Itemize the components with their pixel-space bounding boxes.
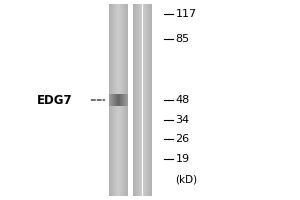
- Text: 26: 26: [176, 134, 190, 144]
- Bar: [142, 4, 143, 196]
- Text: EDG7: EDG7: [36, 94, 72, 106]
- Bar: [141, 4, 142, 196]
- Bar: [116, 94, 117, 106]
- Bar: [137, 4, 138, 196]
- Text: 48: 48: [176, 95, 190, 105]
- Bar: [145, 4, 146, 196]
- Bar: [117, 94, 118, 106]
- Bar: [120, 94, 121, 106]
- Bar: [116, 4, 117, 196]
- Bar: [113, 94, 114, 106]
- Bar: [143, 4, 144, 196]
- Bar: [150, 4, 151, 196]
- Bar: [135, 4, 136, 196]
- Bar: [136, 4, 137, 196]
- Bar: [112, 94, 113, 106]
- Bar: [115, 94, 116, 106]
- Bar: [113, 4, 114, 196]
- Bar: [149, 4, 150, 196]
- Bar: [123, 4, 124, 196]
- Bar: [133, 4, 134, 196]
- Bar: [127, 94, 128, 106]
- Bar: [126, 4, 127, 196]
- Bar: [146, 4, 147, 196]
- Bar: [126, 94, 127, 106]
- Bar: [111, 94, 112, 106]
- Bar: [112, 4, 113, 196]
- Bar: [127, 4, 128, 196]
- Bar: [121, 4, 122, 196]
- Bar: [144, 4, 145, 196]
- Bar: [110, 4, 111, 196]
- Bar: [114, 94, 115, 106]
- Text: 34: 34: [176, 115, 190, 125]
- Bar: [124, 4, 125, 196]
- Bar: [148, 4, 149, 196]
- Bar: [134, 4, 135, 196]
- Bar: [119, 4, 120, 196]
- Bar: [125, 94, 126, 106]
- Bar: [122, 4, 123, 196]
- Bar: [123, 94, 124, 106]
- Bar: [111, 4, 112, 196]
- Text: 19: 19: [176, 154, 190, 164]
- Bar: [125, 4, 126, 196]
- Bar: [117, 4, 118, 196]
- Bar: [109, 4, 110, 196]
- Text: (kD): (kD): [176, 174, 198, 184]
- Bar: [110, 94, 111, 106]
- Bar: [121, 94, 122, 106]
- Text: 85: 85: [176, 34, 190, 44]
- Bar: [122, 94, 123, 106]
- Bar: [118, 94, 119, 106]
- Bar: [147, 4, 148, 196]
- Bar: [119, 94, 120, 106]
- Bar: [124, 94, 125, 106]
- Bar: [120, 4, 121, 196]
- Bar: [118, 4, 119, 196]
- Bar: [109, 94, 110, 106]
- Bar: [114, 4, 115, 196]
- Bar: [151, 4, 152, 196]
- Text: 117: 117: [176, 9, 197, 19]
- Bar: [139, 4, 140, 196]
- Bar: [115, 4, 116, 196]
- Bar: [138, 4, 139, 196]
